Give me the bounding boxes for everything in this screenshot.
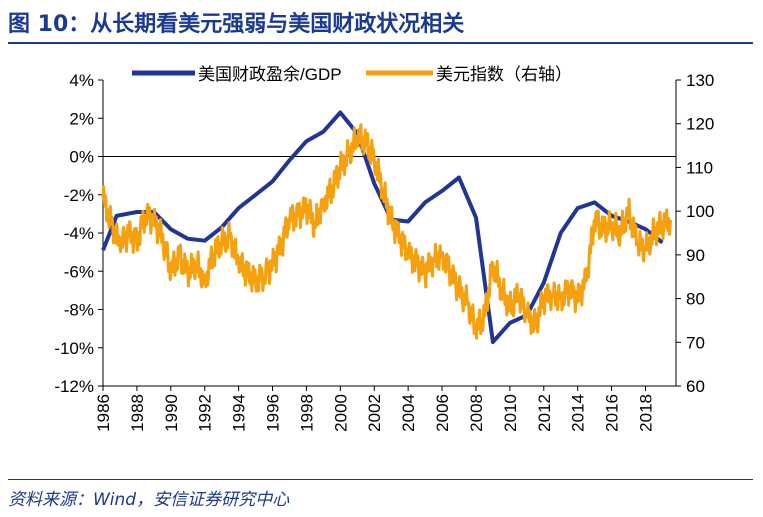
source-divider	[8, 479, 753, 480]
source-note: 资料来源：Wind，安信证券研究中心	[8, 490, 290, 510]
series-dollar-group	[101, 123, 673, 340]
legend-label-fiscal: 美国财政盈余/GDP	[198, 65, 342, 84]
title-divider	[8, 42, 753, 44]
x-tick-label: 2002	[365, 394, 384, 432]
x-tick-label: 2010	[501, 394, 520, 432]
x-tick-label: 2000	[331, 394, 350, 432]
y-left-tick-label: -6%	[64, 262, 94, 281]
x-tick-label: 2014	[569, 394, 588, 432]
x-tick-label: 1996	[264, 394, 283, 432]
series-line-fiscal-balance	[101, 110, 664, 344]
y-right-tick-label: 70	[686, 333, 705, 352]
y-left-tick-label: -8%	[64, 301, 94, 320]
y-right-tick-label: 100	[686, 202, 714, 221]
y-left-tick-label: 0%	[69, 148, 94, 167]
y-left-tick-label: -12%	[54, 377, 94, 396]
x-tick-label: 1998	[297, 394, 316, 432]
y-right-tick-label: 60	[686, 377, 705, 396]
x-tick-label: 1992	[196, 394, 215, 432]
y-right-tick-label: 120	[686, 115, 714, 134]
y-right-tick-label: 80	[686, 290, 705, 309]
legend-label-dollar: 美元指数（右轴）	[436, 65, 572, 84]
y-right-tick-label: 90	[686, 246, 705, 265]
x-tick-label: 2004	[399, 394, 418, 432]
y-left-tick-label: -10%	[54, 339, 94, 358]
y-left-tick-label: -4%	[64, 224, 94, 243]
y-right-tick-label: 110	[686, 158, 713, 177]
x-tick-label: 2006	[433, 394, 452, 432]
x-tick-label: 2012	[535, 394, 554, 432]
axes-group: 4% 2% 0% -2% -4% -6% -8% -10% -12% 130 120 110 100 90…	[54, 71, 714, 432]
x-tick-label: 1990	[162, 394, 181, 432]
x-tick-label: 2008	[467, 394, 486, 432]
x-tick-label: 2016	[603, 394, 622, 432]
y-left-tick-label: 4%	[69, 71, 94, 90]
series-line-dollar-index	[101, 123, 673, 340]
y-left-tick-label: -2%	[64, 186, 94, 205]
x-tick-label: 1986	[94, 394, 113, 432]
x-tick-label: 2018	[636, 394, 655, 432]
y-left-tick-label: 2%	[69, 109, 94, 128]
legend-group: 美国财政盈余/GDP 美元指数（右轴）	[110, 62, 665, 84]
x-tick-label: 1994	[230, 394, 249, 432]
chart-title: 图 10：从长期看美元强弱与美国财政状况相关	[8, 12, 465, 37]
y-right-tick-label: 130	[686, 71, 714, 90]
series-fiscal-group	[101, 110, 664, 344]
chart-canvas: 4% 2% 0% -2% -4% -6% -8% -10% -12% 130 120 110 100 90…	[54, 62, 715, 432]
x-tick-label: 1988	[128, 394, 147, 432]
